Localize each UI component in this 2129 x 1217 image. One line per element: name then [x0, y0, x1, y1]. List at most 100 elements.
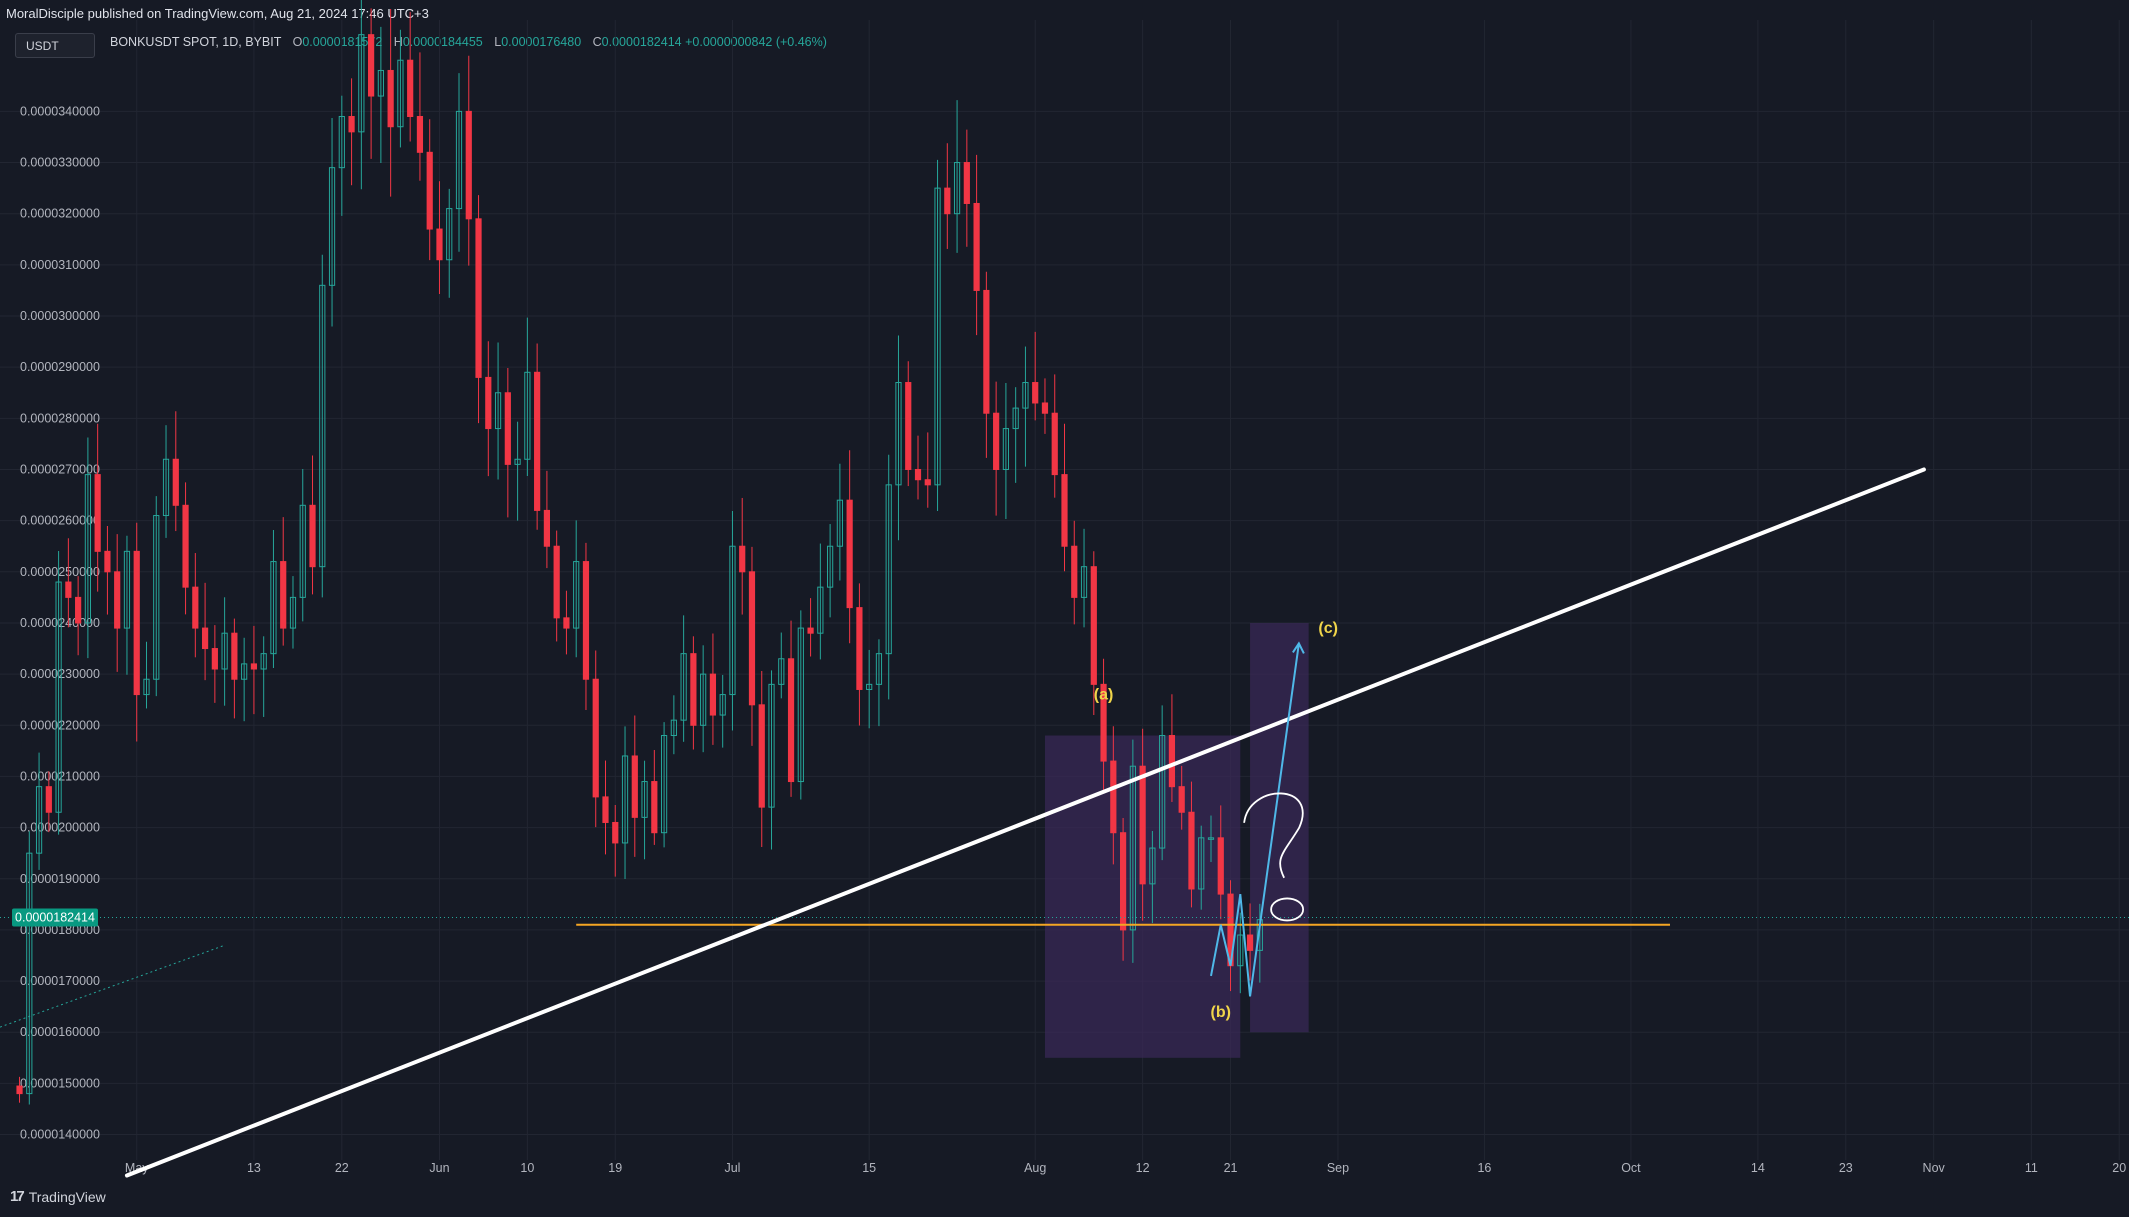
x-tick-label: 10 — [520, 1161, 534, 1175]
candle-body — [475, 218, 482, 378]
y-tick-label: 0.0000270000 — [20, 462, 100, 476]
candle-body — [602, 796, 609, 823]
candle-body — [407, 59, 414, 118]
candle-body — [524, 371, 531, 460]
candle-body — [426, 151, 433, 230]
close-value: 0.0000182414 — [601, 35, 682, 49]
last-price-tag-label: 0.0000182414 — [15, 911, 95, 925]
candle-body — [1178, 786, 1185, 813]
candle-body — [514, 458, 521, 465]
candle-body — [612, 821, 619, 844]
x-tick-label: 15 — [862, 1161, 876, 1175]
candle-body — [1129, 765, 1136, 931]
brand-label: TradingView — [28, 1188, 106, 1205]
candle-body — [827, 545, 834, 588]
candle-body — [162, 458, 170, 517]
candle-body — [651, 781, 658, 834]
question-mark-icon — [1243, 792, 1304, 879]
candle-body — [65, 581, 72, 598]
candle-body — [231, 632, 238, 680]
candle-body — [348, 116, 355, 133]
candle-body — [84, 474, 91, 624]
x-tick-label: 11 — [2025, 1161, 2038, 1175]
y-tick-label: 0.0000280000 — [20, 411, 100, 425]
candle-body — [748, 571, 756, 706]
candle-body — [700, 673, 707, 726]
candle-body — [1139, 765, 1146, 885]
candle-body — [1041, 402, 1049, 414]
y-tick-label: 0.0000250000 — [20, 565, 100, 579]
low-value: 0.0000176480 — [501, 35, 582, 49]
candle-body — [807, 627, 814, 634]
candle-body — [250, 663, 258, 670]
candle-body — [856, 607, 863, 690]
candle-body — [1012, 407, 1019, 430]
candle-body — [563, 617, 570, 629]
candle-body — [934, 187, 941, 486]
y-tick-label: 0.0000230000 — [20, 667, 100, 681]
candle-body — [299, 504, 306, 598]
candle-body — [768, 683, 775, 808]
candle-body — [289, 596, 297, 629]
candle-body — [914, 468, 922, 481]
candle-body — [221, 632, 228, 670]
open-label: O — [292, 35, 303, 49]
x-tick-label: Nov — [1923, 1161, 1946, 1175]
candle-body — [211, 648, 218, 670]
candle-body — [993, 412, 1000, 470]
candle-body — [241, 663, 248, 680]
wave-label: (a) — [1094, 687, 1114, 704]
candle-body — [573, 561, 580, 629]
candle-body — [465, 110, 472, 220]
candle-body — [582, 561, 590, 680]
candle-body — [192, 586, 199, 629]
x-tick-label: May — [125, 1161, 149, 1175]
candle-body — [1149, 847, 1156, 885]
candle-body — [309, 504, 316, 568]
candle-body — [973, 202, 980, 291]
candle-body — [905, 382, 912, 470]
candle-body — [543, 509, 550, 547]
y-tick-label: 0.0000150000 — [20, 1076, 100, 1090]
candle-body — [377, 69, 384, 97]
x-tick-label: 16 — [1477, 1161, 1491, 1175]
candle-body — [553, 545, 560, 619]
candle-body — [534, 371, 541, 511]
wave-label: (c) — [1318, 620, 1338, 637]
candle-body — [836, 499, 843, 547]
candle-body — [1159, 735, 1166, 849]
candle-body — [172, 458, 179, 506]
candle-body — [270, 561, 277, 655]
candle-body — [1080, 566, 1088, 598]
x-tick-label: 14 — [1751, 1161, 1765, 1175]
y-tick-label: 0.0000320000 — [20, 207, 100, 221]
symbol-info: BONKUSDT SPOT, 1D, BYBIT — [110, 35, 282, 49]
candle-body — [143, 678, 150, 696]
candle-body — [709, 673, 717, 716]
candle-body — [319, 284, 326, 568]
candle-body — [944, 187, 951, 215]
candle-body — [45, 786, 52, 813]
candle-body — [592, 678, 599, 798]
x-tick-label: 19 — [608, 1161, 622, 1175]
y-tick-label: 0.0000210000 — [20, 769, 100, 783]
close-label: C — [592, 35, 602, 49]
open-value: 0.0000181572 — [302, 35, 383, 49]
candle-body — [866, 683, 873, 690]
candle-body — [328, 167, 336, 286]
candle-body — [1071, 545, 1078, 598]
candle-body — [387, 69, 394, 128]
candle-body — [787, 658, 795, 783]
currency-pill[interactable]: USDT — [15, 33, 95, 58]
candle-body — [455, 110, 463, 210]
candle-body — [55, 581, 62, 813]
candle-body — [690, 653, 697, 726]
x-tick-label: 13 — [247, 1161, 261, 1175]
candle-body — [1032, 382, 1039, 404]
candle-body — [875, 653, 883, 685]
candle-body — [924, 479, 931, 486]
candle-body — [368, 34, 375, 97]
candle-body — [280, 561, 287, 629]
candle-body — [201, 627, 209, 650]
